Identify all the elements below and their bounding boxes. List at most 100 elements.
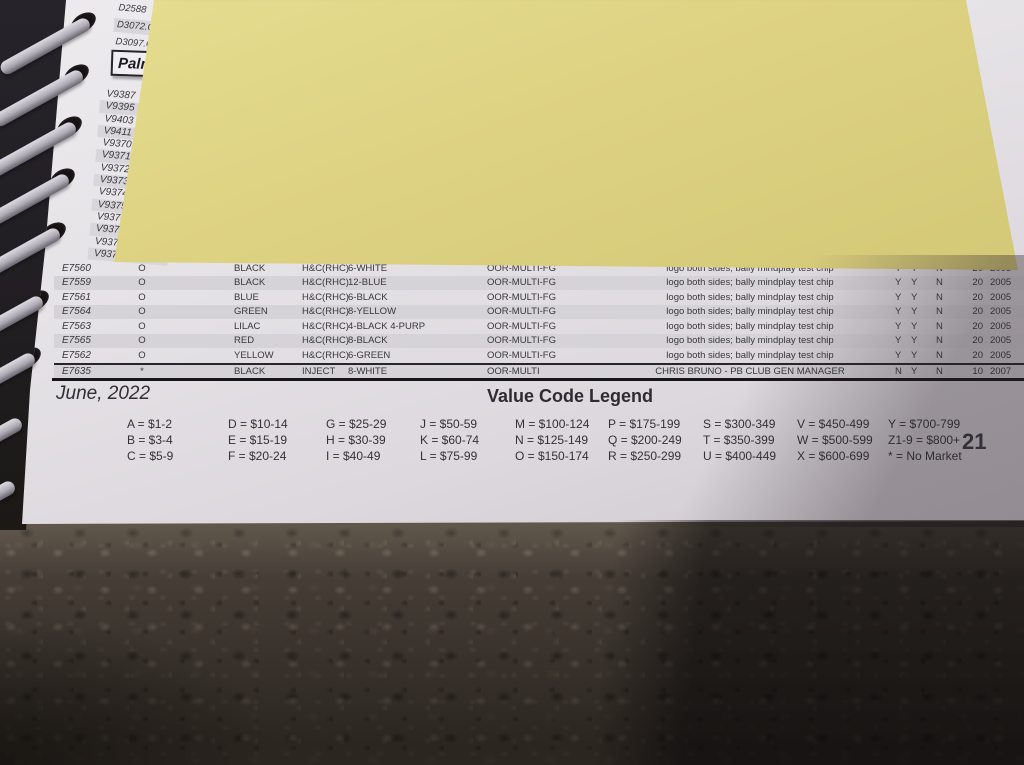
flag-1: Y xyxy=(895,306,902,317)
quantity: 10 xyxy=(972,366,983,377)
chip-mold: H&C(RHC) xyxy=(302,349,349,361)
chip-mold: H&C(RHC) xyxy=(302,262,349,274)
value-code: O xyxy=(138,291,146,303)
quantity: 20 xyxy=(972,291,983,303)
chip-notes: logo both sides; bally mindplay test chi… xyxy=(666,277,834,288)
chip-inserts: 8-YELLOW xyxy=(348,306,397,317)
legend-entry: Y = $700-799 xyxy=(888,417,961,431)
market-code: OOR-MULTI-FG xyxy=(487,277,556,288)
quantity: 20 xyxy=(972,277,983,288)
legend-entry: R = $250-299 xyxy=(608,449,682,463)
flag-2: Y xyxy=(911,349,918,361)
year: 2005 xyxy=(990,320,1012,332)
table-row: E7563 O LILAC H&C(RHC) 4-BLACK 4-PURP OO… xyxy=(54,319,1024,334)
chip-notes: logo both sides; bally mindplay test chi… xyxy=(666,335,834,346)
chip-color: BLACK xyxy=(234,366,266,377)
chip-notes: logo both sides; bally mindplay test chi… xyxy=(666,291,834,303)
chip-mold: H&C(RHC) xyxy=(302,335,349,346)
year: 2007 xyxy=(990,366,1012,377)
table-row: E7559 O BLACK H&C(RHC) 12-BLUE OOR-MULTI… xyxy=(54,275,1024,290)
legend-entry: W = $500-599 xyxy=(797,433,873,447)
value-code-legend-column: Y = $700-799 Z1-9 = $800+ * = No Market xyxy=(888,416,962,464)
value-code-legend-column: J = $50-59 K = $60-74 L = $75-99 xyxy=(420,416,479,464)
legend-entry: Z1-9 = $800+ xyxy=(888,433,961,447)
legend-entry: D = $10-14 xyxy=(228,417,288,431)
legend-entry: I = $40-49 xyxy=(326,449,381,463)
table-row: E7565 O RED H&C(RHC) 8-BLACK OOR-MULTI-F… xyxy=(54,333,1024,348)
legend-entry: J = $50-59 xyxy=(420,417,478,431)
chip-id: E7559 xyxy=(62,277,91,288)
flag-3: N xyxy=(936,306,943,317)
flag-2: Y xyxy=(911,366,918,377)
flag-2: Y xyxy=(911,335,918,346)
chip-mold: H&C(RHC) xyxy=(302,320,349,332)
flag-1: Y xyxy=(895,291,902,303)
issue-date: June, 2022 xyxy=(56,383,151,404)
legend-entry: B = $3-4 xyxy=(127,433,173,447)
chip-inserts: 6-BLACK xyxy=(348,291,388,303)
value-code: O xyxy=(138,277,146,288)
value-code-legend-column: G = $25-29 H = $30-39 I = $40-49 xyxy=(326,416,386,464)
market-code: OOR-MULTI-FG xyxy=(487,306,556,317)
market-code: OOR-MULTI-FG xyxy=(487,320,556,332)
flag-1: Y xyxy=(895,320,902,332)
quantity: 20 xyxy=(972,306,983,317)
chip-color: YELLOW xyxy=(234,349,274,361)
chip-inserts: 6-GREEN xyxy=(348,349,391,361)
chip-id: E7635 xyxy=(62,366,91,377)
quantity: 20 xyxy=(972,349,983,361)
value-code-legend-column: V = $450-499 W = $500-599 X = $600-699 xyxy=(797,416,873,464)
legend-entry: M = $100-124 xyxy=(515,417,590,431)
sticky-note xyxy=(114,0,1018,270)
chip-notes: logo both sides; bally mindplay test chi… xyxy=(666,262,834,274)
legend-entry: N = $125-149 xyxy=(515,433,589,447)
value-code-legend-column: D = $10-14 E = $15-19 F = $20-24 xyxy=(228,416,288,464)
legend-entry: P = $175-199 xyxy=(608,417,681,431)
chip-inserts: 4-BLACK 4-PURP xyxy=(348,320,426,332)
quantity: 20 xyxy=(972,335,983,346)
year: 2005 xyxy=(990,349,1012,361)
flag-1: N xyxy=(895,366,902,377)
chip-mold: H&C(RHC) xyxy=(302,277,349,288)
legend-entry: L = $75-99 xyxy=(420,449,478,463)
legend-entry: G = $25-29 xyxy=(326,417,387,431)
flag-3: N xyxy=(936,335,943,346)
chip-id: E7563 xyxy=(62,320,91,332)
table-row: E7564 O GREEN H&C(RHC) 8-YELLOW OOR-MULT… xyxy=(54,304,1024,319)
value-code: * xyxy=(140,366,144,377)
value-code-legend-column: A = $1-2 B = $3-4 C = $5-9 xyxy=(127,416,173,464)
legend-entry: A = $1-2 xyxy=(127,417,173,431)
value-code-legend-column: S = $300-349 T = $350-399 U = $400-449 xyxy=(703,416,776,464)
legend-entry: * = No Market xyxy=(888,449,962,463)
market-code: OOR-MULTI-FG xyxy=(487,291,556,303)
legend-entry: K = $60-74 xyxy=(420,433,480,447)
chip-color: RED xyxy=(234,335,255,346)
market-code: OOR-MULTI xyxy=(487,366,540,377)
chip-id: E7564 xyxy=(62,306,91,317)
market-code: OOR-MULTI-FG xyxy=(487,262,556,274)
flag-1: Y xyxy=(895,277,902,288)
legend-entry: Q = $200-249 xyxy=(608,433,682,447)
flag-3: N xyxy=(936,366,943,377)
chip-id: E7565 xyxy=(62,335,91,346)
quantity: 20 xyxy=(972,320,983,332)
year: 2005 xyxy=(990,306,1012,317)
chip-notes: CHRIS BRUNO - PB CLUB GEN MANAGER xyxy=(655,366,845,377)
value-code: O xyxy=(138,349,146,361)
table-row: E7561 O BLUE H&C(RHC) 6-BLACK OOR-MULTI-… xyxy=(54,290,1024,305)
legend-entry: V = $450-499 xyxy=(797,417,870,431)
flag-2: Y xyxy=(911,291,918,303)
chip-color: LILAC xyxy=(234,320,261,332)
chip-color: BLACK xyxy=(234,262,266,274)
value-code-legend-column: M = $100-124 N = $125-149 O = $150-174 xyxy=(515,416,589,464)
value-code: O xyxy=(138,335,146,346)
chip-table: E7560 O BLACK H&C(RHC) 6-WHITE OOR-MULTI… xyxy=(54,261,1024,379)
year: 2005 xyxy=(990,335,1012,346)
chip-mold: H&C(RHC) xyxy=(302,306,349,317)
legend-entry: T = $350-399 xyxy=(703,433,775,447)
flag-3: N xyxy=(936,349,943,361)
flag-2: Y xyxy=(911,277,918,288)
chip-inserts: 8-WHITE xyxy=(348,366,388,377)
market-code: OOR-MULTI-FG xyxy=(487,335,556,346)
